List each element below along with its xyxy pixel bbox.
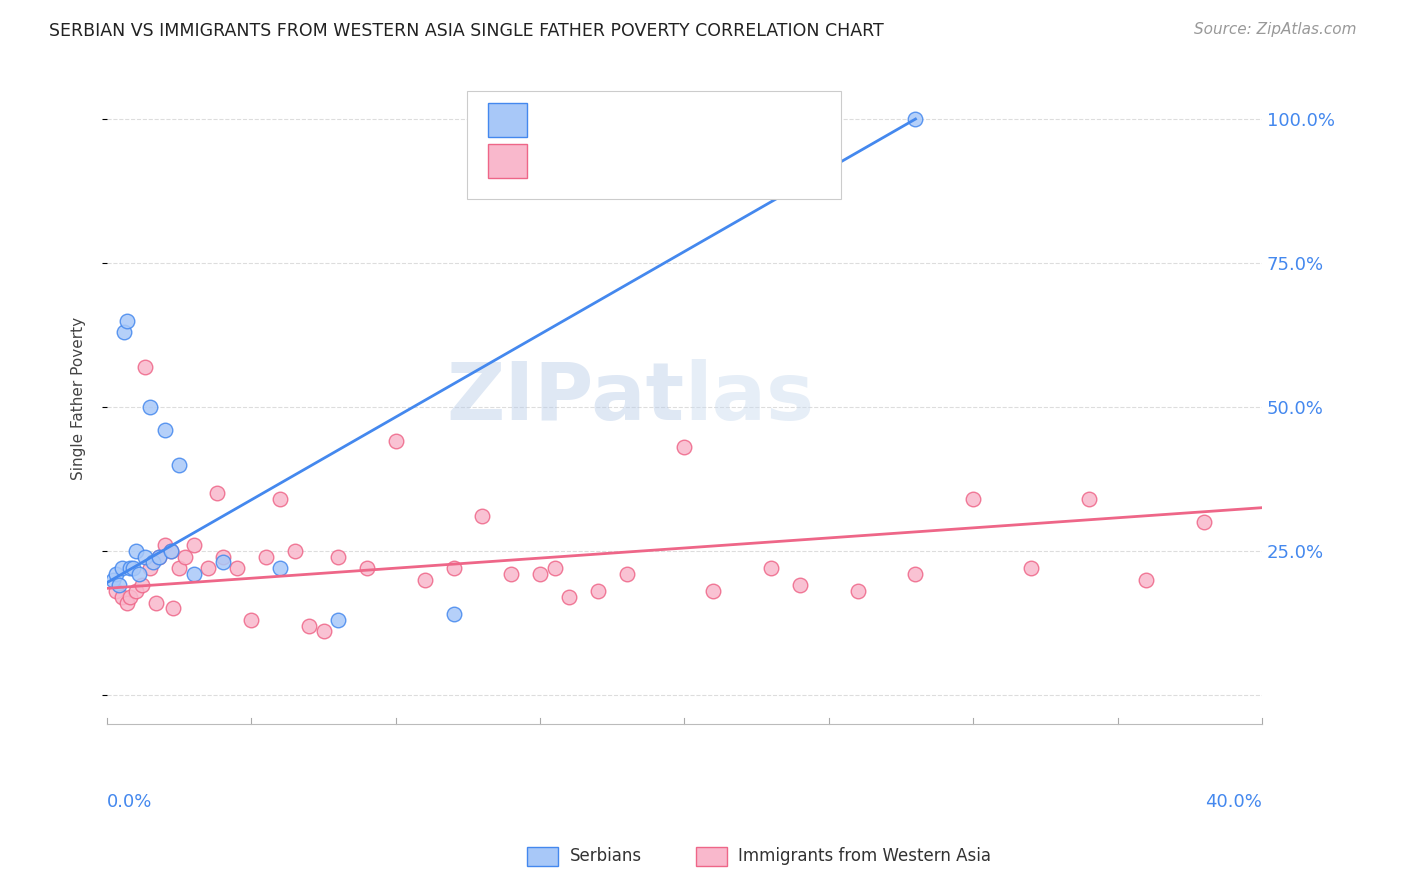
Point [110,590,132,604]
Text: ZIPat: ZIPat [446,359,685,437]
Point [558,590,581,604]
Point [1077,491,1099,506]
Point [616,566,638,581]
Text: Immigrants from Western Asia: Immigrants from Western Asia [738,847,991,865]
Point [240,613,263,627]
Point [326,613,349,627]
Text: R = 0.676: R = 0.676 [544,112,634,129]
Point [443,561,465,575]
Point [134,359,156,374]
Point [134,549,156,564]
Point [1135,573,1157,587]
Point [1192,515,1215,529]
Text: Serbians: Serbians [569,847,641,865]
Point [162,601,184,615]
Point [112,325,135,339]
Point [131,578,153,592]
Point [298,618,321,632]
Text: R = 0.221: R = 0.221 [544,152,634,169]
Point [789,578,811,592]
Text: N = 23: N = 23 [689,112,752,129]
Point [120,561,142,575]
Y-axis label: Single Father Poverty: Single Father Poverty [72,317,86,480]
Point [205,486,228,500]
Point [904,566,927,581]
Text: Source: ZipAtlas.com: Source: ZipAtlas.com [1194,22,1357,37]
Point [312,624,335,639]
Point [117,313,139,327]
Point [759,561,782,575]
Text: SERBIAN VS IMMIGRANTS FROM WESTERN ASIA SINGLE FATHER POVERTY CORRELATION CHART: SERBIAN VS IMMIGRANTS FROM WESTERN ASIA … [49,22,884,40]
Point [159,544,181,558]
Point [125,584,148,599]
Point [145,596,167,610]
Point [529,566,551,581]
Point [104,566,127,581]
Point [153,538,176,552]
Point [501,566,523,581]
Point [153,423,176,437]
Point [846,584,869,599]
Point [543,561,565,575]
Point [197,561,219,575]
Point [142,555,165,569]
Point [586,584,609,599]
Point [254,549,277,564]
Point [356,561,378,575]
Point [269,491,291,506]
Point [139,400,162,414]
Point [148,549,170,564]
Point [110,561,132,575]
Text: N = 49: N = 49 [689,152,752,169]
Point [226,561,249,575]
Point [104,584,127,599]
Point [326,549,349,564]
Point [167,458,190,472]
Point [148,549,170,564]
Text: 0.0%: 0.0% [107,793,152,811]
Point [183,538,205,552]
Point [269,561,291,575]
Text: 40.0%: 40.0% [1205,793,1263,811]
Point [904,112,927,126]
Point [284,544,307,558]
Point [101,573,124,587]
Point [117,596,139,610]
Point [125,544,148,558]
Point [128,566,150,581]
Point [702,584,724,599]
Point [384,434,406,449]
Point [159,544,181,558]
Point [167,561,190,575]
Point [122,561,145,575]
Point [120,590,142,604]
Point [139,561,162,575]
Point [174,549,197,564]
Point [211,549,233,564]
Point [471,509,494,524]
Point [183,566,205,581]
Point [443,607,465,622]
Point [1019,561,1042,575]
Point [211,555,233,569]
Point [962,491,984,506]
Point [107,578,129,592]
Point [413,573,436,587]
Text: las: las [685,359,814,437]
Point [673,440,696,454]
